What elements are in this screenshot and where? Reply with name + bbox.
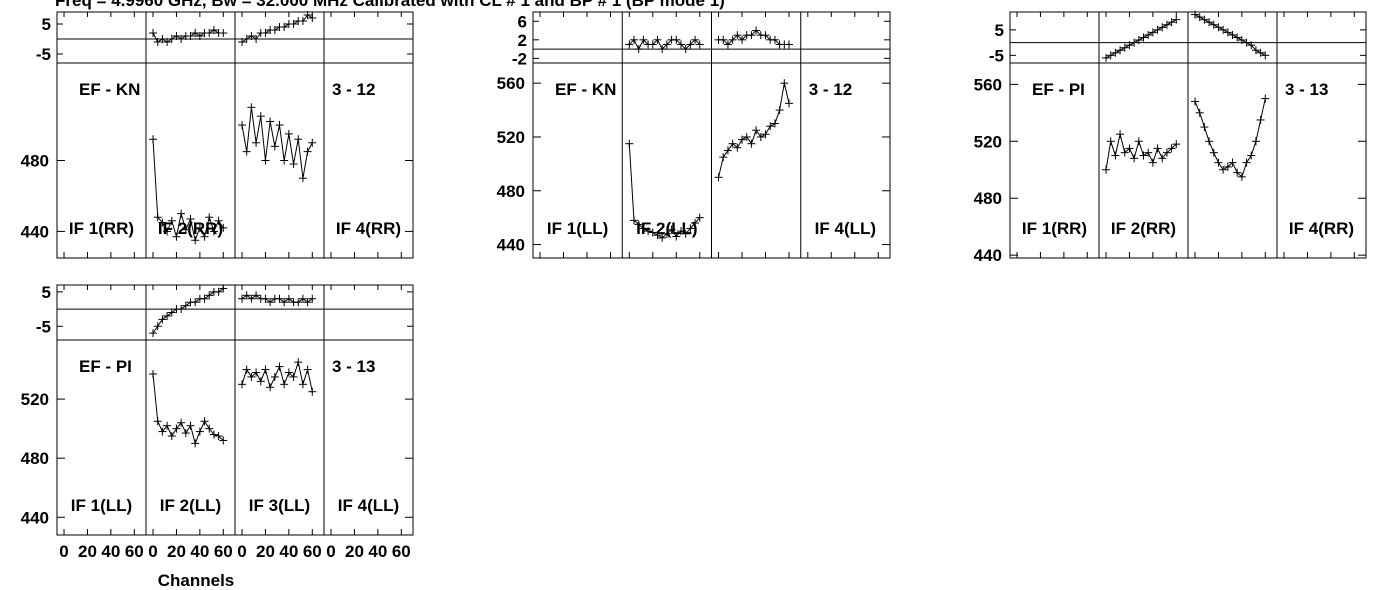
if-label: IF 4(LL)	[815, 219, 876, 238]
amp-tick-label: 480	[21, 449, 49, 468]
amp-if3-line	[241, 360, 313, 392]
phase-if3-line	[241, 14, 313, 43]
amp-if3-line	[241, 107, 313, 179]
x-tick-label: 40	[368, 542, 387, 561]
amp-tick-label: 560	[974, 75, 1002, 94]
correlator-label: 3 - 13	[332, 357, 375, 376]
amp-if3-line	[718, 83, 790, 178]
x-tick-label: 0	[59, 542, 68, 561]
if-label: IF 1(LL)	[71, 496, 132, 515]
x-tick-label: 60	[214, 542, 233, 561]
amp-tick-label: 440	[21, 508, 49, 527]
x-axis-label: Channels	[158, 571, 235, 590]
phase-tick-label: 5	[995, 21, 1004, 40]
phase-tick-label: 5	[42, 15, 51, 34]
if-label: IF 4(RR)	[1289, 219, 1354, 238]
panel-p2: 62-2 560 520 480 440 EF - KN 3 - 12 IF 1(LL) IF …	[497, 11, 891, 259]
amp-tick-label: 440	[21, 222, 49, 241]
if-label: IF 1(LL)	[547, 219, 608, 238]
if-label: IF 2(RR)	[158, 219, 223, 238]
if-label: IF 1(RR)	[69, 219, 134, 238]
phase-if3-line	[718, 29, 790, 46]
if-label: IF 2(LL)	[160, 496, 221, 515]
correlator-label: 3 - 13	[1285, 80, 1328, 99]
phase-tick-label: 2	[518, 31, 527, 50]
if-label: IF 3(LL)	[249, 496, 310, 515]
correlator-label: 3 - 12	[809, 80, 852, 99]
x-tick-label: 60	[303, 542, 322, 561]
x-tick-label: 20	[345, 542, 364, 561]
panel-p4: 5 -5 520 480 440 EF - PI 3 - 13 IF 1(LL) IF 2(LL…	[21, 283, 414, 561]
amp-tick-label: 480	[21, 152, 49, 171]
phase-tick-label: -5	[36, 317, 51, 336]
if-label: IF 4(LL)	[338, 496, 399, 515]
if-label: IF 1(RR)	[1022, 219, 1087, 238]
phase-tick-label: -2	[512, 49, 527, 68]
amp-tick-label: 440	[497, 236, 525, 255]
amp-if3-line	[1194, 98, 1266, 178]
baseline-label: EF - PI	[79, 357, 132, 376]
x-tick-label: 40	[279, 542, 298, 561]
phase-tick-label: -5	[36, 45, 51, 64]
x-tick-label: 20	[78, 542, 97, 561]
phase-if2-line	[1105, 19, 1177, 59]
amp-tick-label: 520	[974, 132, 1002, 151]
if-label: IF 2(LL)	[636, 219, 697, 238]
baseline-label: EF - KN	[555, 80, 616, 99]
amp-tick-label: 520	[497, 128, 525, 147]
amp-tick-label: 440	[974, 246, 1002, 265]
if-label: IF 4(RR)	[336, 219, 401, 238]
amp-if2-line	[1105, 134, 1177, 170]
panel-p1: 5 -5 480 440 EF - KN 3 - 12 IF 1(RR) IF 2(RR) IF…	[21, 11, 414, 259]
x-tick-label: 40	[101, 542, 120, 561]
amp-if2-line	[152, 139, 224, 243]
amp-tick-label: 480	[497, 182, 525, 201]
phase-tick-label: 5	[42, 283, 51, 302]
x-tick-label: 60	[125, 542, 144, 561]
amp-tick-label: 520	[21, 390, 49, 409]
phase-tick-label: -5	[989, 46, 1004, 65]
x-tick-label: 20	[167, 542, 186, 561]
baseline-label: EF - KN	[79, 80, 140, 99]
x-tick-label: 40	[190, 542, 209, 561]
x-tick-label: 0	[148, 542, 157, 561]
correlator-label: 3 - 12	[332, 80, 375, 99]
amp-if2-line	[628, 143, 701, 239]
baseline-label: EF - PI	[1032, 80, 1085, 99]
x-tick-label: 0	[237, 542, 246, 561]
amp-if2-line	[152, 373, 224, 446]
phase-tick-label: 6	[518, 12, 527, 31]
plot-title: Freq = 4.9960 GHz, Bw = 32.000 MHz Calib…	[55, 0, 725, 10]
x-tick-label: 0	[326, 542, 335, 561]
x-tick-label: 20	[256, 542, 275, 561]
amp-tick-label: 480	[974, 189, 1002, 208]
phase-if3-line	[1194, 14, 1266, 56]
amp-tick-label: 560	[497, 74, 525, 93]
panel-p3: 5 -5 560 520 480 440 EF - PI 3 - 13 IF 1(RR) IF 2…	[974, 10, 1367, 265]
x-tick-label: 60	[392, 542, 411, 561]
phase-if2-line	[152, 288, 224, 334]
if-label: IF 2(RR)	[1111, 219, 1176, 238]
phase-if2-line	[628, 38, 701, 51]
